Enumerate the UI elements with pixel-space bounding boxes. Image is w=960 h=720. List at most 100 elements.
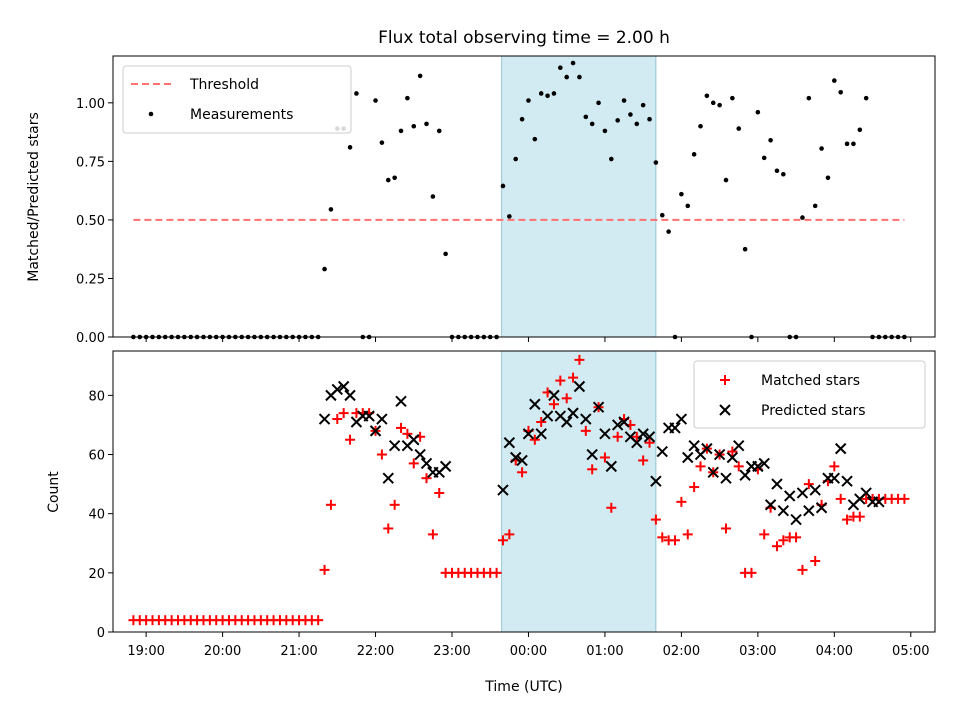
cross-b [701,442,713,455]
measurement-point [577,74,582,80]
legend-measurements-label: Measurements [190,107,293,123]
predicted-stars-point [516,454,528,467]
predicted-stars-point [701,442,713,455]
predicted-stars-point [337,380,350,393]
measurement-point [723,177,729,183]
measurement-point [564,74,569,80]
predicted-stars-point [541,410,554,422]
predicted-stars-point [643,431,656,443]
top-ytick-label: 0.25 [76,272,105,287]
predicted-stars-point [796,487,809,499]
xtick-label: 22:00 [357,644,394,659]
bottom-panel-xlabel: Time (UTC) [484,679,562,695]
matched-stars-point [650,514,661,525]
cross-b [720,472,732,484]
cross-b [580,413,592,425]
measurement-point [602,128,608,134]
measurement-point [417,73,423,79]
cross-b [567,407,579,419]
matched-stars-point [644,437,655,448]
predicted-stars-point [395,395,407,407]
measurement-point [781,171,786,177]
predicted-stars-point [784,490,796,502]
top-panel-ylabel: Matched/Predicted stars [26,112,42,282]
predicted-stars-point [860,487,872,499]
cross-b [803,505,815,517]
bottom-axes-frame [112,350,936,633]
measurement-point [328,207,334,212]
bottom-panel-ylabel: Count [46,471,62,513]
bottom-ytick-label: 0 [97,626,105,641]
matched-stars-point [555,375,566,386]
predicted-stars-point [771,478,783,490]
cross-b [707,466,719,478]
cross-b [318,413,331,425]
matched-stars-point [810,556,821,567]
matched-stars-point [325,499,336,510]
predicted-stars-point [828,472,841,484]
predicted-stars-point [631,436,643,449]
bottom-legend: Matched stars Predicted stars [693,360,926,429]
measurement-point [507,214,512,219]
predicted-stars-point [382,472,394,484]
cross-b [834,442,847,455]
top-shaded-interval [501,55,657,338]
predicted-stars-point [764,499,777,511]
matched-stars-point [319,564,330,575]
matched-stars-point [568,372,579,383]
measurement-point [373,98,378,103]
cross-b [535,428,547,440]
measurement-point [659,212,665,218]
matched-stars-point [587,464,598,475]
measurement-point [768,138,773,143]
matched-stars-point [332,414,343,425]
measurement-point [685,203,691,209]
cross-b [809,484,821,496]
predicted-stars-point [611,419,624,431]
matched-stars-point [313,615,324,626]
predicted-stars-point [560,416,573,428]
predicted-stars-point [376,413,388,425]
matched-stars-point [408,458,419,469]
matched-stars-point [797,564,808,575]
matched-stars-point [803,479,814,490]
bottom-ytick-label: 80 [88,389,105,404]
cross-b [771,478,783,490]
predicted-stars-point [650,475,662,487]
measurement-point [322,266,327,272]
matched-stars-point [727,446,738,457]
predicted-stars-point [503,436,516,449]
measurement-point [857,127,863,133]
predicted-stars-point [688,439,700,452]
predicted-stars-point [548,389,560,402]
measurement-point [519,116,525,122]
matched-stars-point [599,452,610,463]
cross-b [529,398,541,410]
cross-b [522,428,535,440]
measurement-point [628,112,633,117]
legend-predicted-swatch-b [719,404,731,416]
top-legend: Threshold Measurements [122,65,352,134]
matched-stars-point [899,493,910,504]
cross-b [503,436,516,449]
matched-stars-point [771,541,782,552]
predicted-stars-point [414,448,426,461]
matched-stars-point [835,493,846,504]
predicted-stars-point [726,451,739,464]
predicted-stars-point [713,448,726,461]
measurement-point [354,91,359,96]
predicted-stars-point [720,472,732,484]
measurement-point [538,91,544,96]
cross-b [388,439,401,452]
top-ytick-label: 0.75 [76,155,105,170]
cross-b [548,389,560,402]
cross-b [650,475,662,487]
measurement-point [812,203,818,209]
legend-matched-label: Matched stars [761,373,860,389]
cross-b [643,431,656,443]
cross-b [337,380,350,393]
matched-stars-point [383,523,394,534]
matched-stars-point [842,514,853,525]
predicted-stars-point [388,439,401,452]
bottom-ytick-label: 20 [88,567,105,582]
